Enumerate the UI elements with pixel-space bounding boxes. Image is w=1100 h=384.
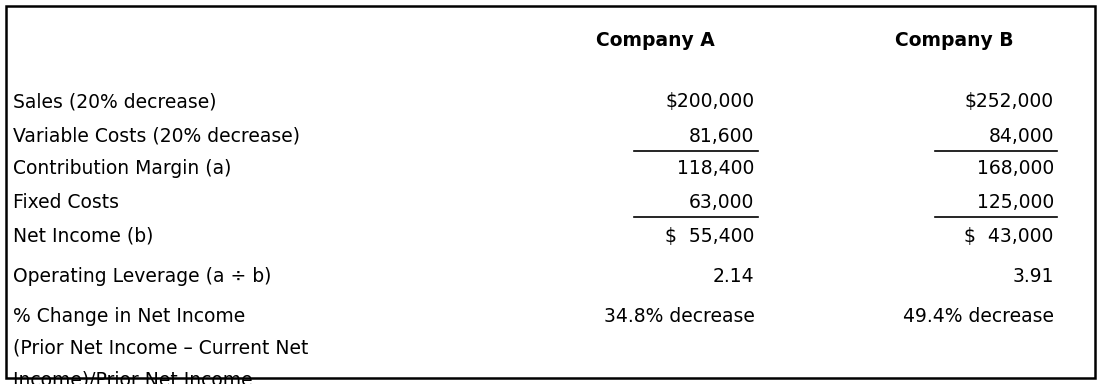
- Text: % Change in Net Income: % Change in Net Income: [13, 307, 245, 326]
- Text: 168,000: 168,000: [977, 159, 1054, 179]
- Text: 2.14: 2.14: [713, 267, 755, 286]
- Text: Net Income (b): Net Income (b): [13, 227, 154, 246]
- Text: $200,000: $200,000: [666, 92, 755, 111]
- Text: 125,000: 125,000: [977, 193, 1054, 212]
- Text: 63,000: 63,000: [690, 193, 755, 212]
- Text: Income)/Prior Net Income: Income)/Prior Net Income: [13, 370, 253, 384]
- Text: 118,400: 118,400: [678, 159, 755, 179]
- Text: 84,000: 84,000: [988, 127, 1054, 146]
- Text: 34.8% decrease: 34.8% decrease: [604, 307, 755, 326]
- Text: $  55,400: $ 55,400: [666, 227, 755, 246]
- Text: 3.91: 3.91: [1012, 267, 1054, 286]
- Text: (Prior Net Income – Current Net: (Prior Net Income – Current Net: [13, 339, 309, 358]
- Text: Sales (20% decrease): Sales (20% decrease): [13, 92, 217, 111]
- Text: Operating Leverage (a ÷ b): Operating Leverage (a ÷ b): [13, 267, 272, 286]
- Text: $252,000: $252,000: [965, 92, 1054, 111]
- Text: 81,600: 81,600: [690, 127, 755, 146]
- Text: Contribution Margin (a): Contribution Margin (a): [13, 159, 232, 179]
- Text: $  43,000: $ 43,000: [965, 227, 1054, 246]
- Text: Variable Costs (20% decrease): Variable Costs (20% decrease): [13, 127, 300, 146]
- Text: Company B: Company B: [895, 31, 1014, 50]
- Text: Company A: Company A: [596, 31, 715, 50]
- Text: Fixed Costs: Fixed Costs: [13, 193, 119, 212]
- Text: 49.4% decrease: 49.4% decrease: [903, 307, 1054, 326]
